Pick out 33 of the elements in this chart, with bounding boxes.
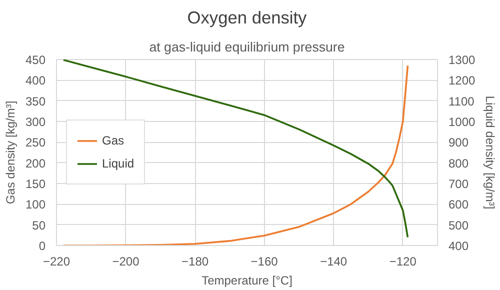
y2-tick-label: 1300 (448, 53, 476, 67)
x-tick-label: −200 (112, 254, 140, 268)
x-axis-title: Temperature [°C] (202, 274, 292, 288)
chart-title: Oxygen density (187, 8, 308, 28)
y-tick-label: 250 (25, 136, 46, 150)
y-tick-label: 400 (25, 74, 46, 88)
y2-tick-label: 600 (448, 198, 469, 212)
y-tick-label: 0 (38, 239, 46, 253)
y-tick-label: 350 (25, 94, 46, 108)
y-tick-label: 450 (25, 53, 46, 67)
y-tick-label: 200 (25, 156, 46, 170)
y-axis-title: Gas density [kg/m³] (3, 100, 18, 204)
x-tick-label: −180 (182, 254, 209, 268)
x-tick-label: −120 (389, 254, 417, 268)
y2-tick-label: 800 (448, 156, 469, 170)
y-tick-label: 100 (25, 198, 46, 212)
y2-tick-label: 1000 (448, 115, 476, 129)
legend-label: Liquid (102, 156, 134, 170)
x-tick-label: −160 (250, 254, 278, 268)
y2-tick-label: 700 (448, 177, 469, 191)
y2-tick-label: 900 (448, 136, 469, 150)
x-tick-label: −220 (42, 254, 70, 268)
y2-axis-title: Liquid density [kg/m³] (483, 96, 498, 210)
y-tick-label: 150 (25, 177, 46, 191)
x-tick-label: −140 (320, 254, 348, 268)
y2-tick-label: 1200 (448, 74, 476, 88)
y2-tick-label: 400 (448, 239, 469, 253)
y2-tick-label: 500 (448, 218, 469, 232)
y-tick-label: 300 (25, 115, 46, 129)
y2-tick-label: 1100 (448, 94, 475, 108)
y-tick-label: 50 (32, 218, 46, 232)
chart-subtitle: at gas-liquid equilibrium pressure (149, 40, 345, 54)
legend-label: Gas (102, 134, 124, 148)
